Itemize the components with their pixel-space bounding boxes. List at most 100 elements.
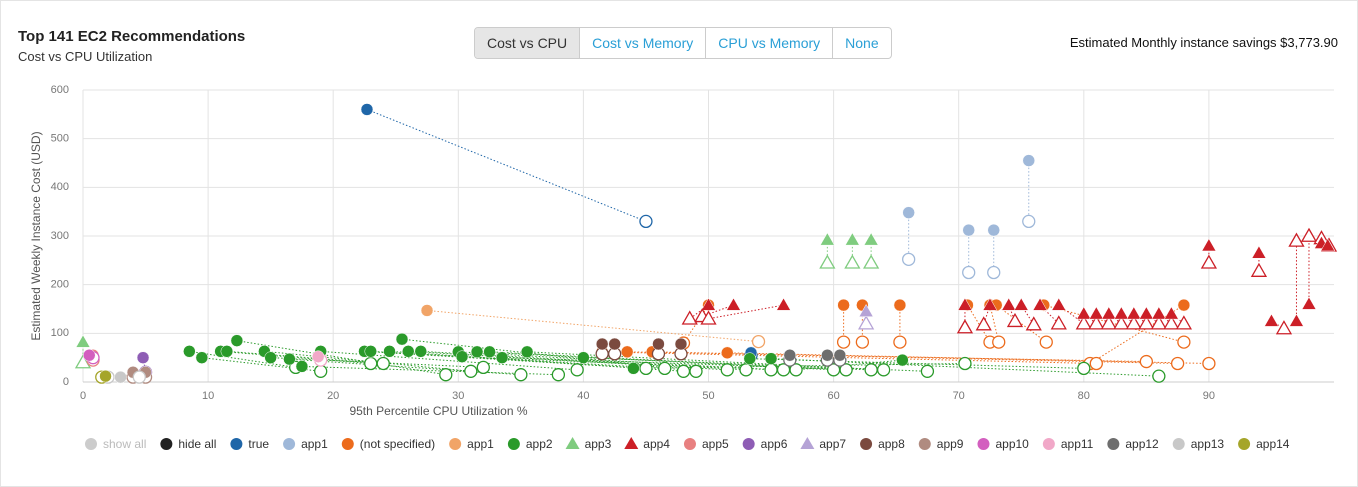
recommended-point: [987, 265, 1001, 280]
current-point: [1032, 297, 1048, 311]
tab[interactable]: CPU vs Memory: [705, 28, 832, 58]
y-tick-label: 400: [51, 181, 69, 193]
current-point: [283, 352, 296, 366]
current-point: [83, 348, 96, 362]
legend-item[interactable]: app1: [283, 437, 328, 451]
current-point: [726, 297, 741, 311]
current-point: [783, 348, 797, 362]
legend-item[interactable]: app9: [918, 437, 964, 451]
current-point: [360, 103, 374, 116]
recommended-point: [1006, 312, 1024, 328]
recommendation-link: [226, 350, 384, 365]
legend-item[interactable]: true: [230, 437, 269, 451]
legend-marker: [1238, 438, 1251, 450]
current-point: [1076, 306, 1092, 320]
recommended-point: [514, 368, 528, 382]
legend-marker: [800, 437, 815, 449]
current-point: [1001, 297, 1017, 311]
recommended-point: [962, 265, 976, 280]
legend-marker: [624, 437, 639, 449]
x-tick-label: 90: [1203, 390, 1215, 402]
legend-label: app4: [643, 437, 670, 451]
current-point: [311, 350, 325, 363]
legend-item[interactable]: (not specified): [341, 437, 435, 451]
current-point: [858, 303, 874, 317]
legend-item[interactable]: app12: [1107, 437, 1159, 451]
recommended-point: [1125, 315, 1142, 330]
recommended-point: [956, 319, 974, 334]
recommendation-link: [967, 304, 991, 343]
legend-marker: [683, 438, 696, 450]
recommended-point: [720, 363, 734, 377]
tab[interactable]: Cost vs Memory: [579, 28, 705, 58]
legend-label: app1: [301, 437, 328, 451]
legend-marker: [742, 438, 755, 450]
recommendation-link: [683, 304, 709, 344]
legend-item[interactable]: app3: [565, 437, 612, 451]
legend-marker: [283, 438, 296, 450]
recommended-point: [819, 254, 836, 269]
recommended-point: [1039, 335, 1053, 349]
legend-marker: [860, 438, 873, 450]
recommended-point: [1275, 320, 1293, 335]
current-point: [701, 297, 716, 311]
recommended-point: [1200, 254, 1218, 269]
current-point: [962, 223, 975, 237]
legend-item[interactable]: app1: [449, 437, 494, 451]
current-point: [75, 334, 91, 348]
current-point: [455, 350, 469, 363]
current-point: [896, 353, 909, 367]
y-tick-label: 600: [51, 84, 69, 96]
y-tick-label: 500: [51, 133, 69, 145]
current-point: [743, 352, 757, 365]
current-point: [414, 345, 428, 358]
recommended-point: [839, 363, 853, 377]
recommended-point: [1089, 356, 1103, 371]
legend-label: app13: [1191, 437, 1225, 451]
current-point: [1177, 298, 1191, 312]
legend-item[interactable]: app11: [1042, 437, 1094, 451]
legend-item[interactable]: app4: [624, 437, 670, 451]
recommended-point: [1250, 262, 1268, 277]
tab[interactable]: Cost vs CPU: [475, 28, 580, 58]
recommended-point: [74, 354, 92, 369]
legend-label: app7: [819, 437, 846, 451]
current-point: [819, 232, 835, 246]
recommended-point: [1075, 315, 1092, 330]
tab[interactable]: None: [832, 28, 890, 58]
recommended-point: [1025, 316, 1042, 331]
legend-marker: [85, 438, 97, 450]
legend-item[interactable]: app6: [742, 437, 788, 451]
recommended-point: [789, 363, 803, 377]
recommended-point: [958, 356, 972, 371]
recommended-point: [858, 315, 875, 330]
legend-label: (not specified): [360, 437, 435, 451]
legend-marker: [1042, 438, 1055, 450]
legend-label: app2: [526, 437, 553, 451]
legend-item[interactable]: app13: [1172, 437, 1225, 451]
legend-item[interactable]: hide all: [160, 437, 216, 451]
legend-marker: [1172, 438, 1185, 450]
legend-item[interactable]: show all: [85, 437, 146, 451]
legend-label: app5: [702, 437, 729, 451]
current-point: [495, 351, 509, 364]
legend-item[interactable]: app7: [800, 437, 846, 451]
recommendation-link: [220, 350, 371, 365]
recommended-point: [639, 361, 653, 376]
legend-item[interactable]: app10: [977, 437, 1029, 451]
current-point: [957, 297, 973, 311]
current-point: [1264, 313, 1279, 327]
recommended-point: [1288, 232, 1305, 247]
recommended-point: [1152, 369, 1166, 383]
legend-item[interactable]: app8: [860, 437, 905, 451]
current-point: [183, 345, 196, 358]
legend-item[interactable]: app14: [1238, 437, 1290, 451]
legend-item[interactable]: app5: [683, 437, 729, 451]
recommendation-link: [236, 340, 446, 376]
legend-item[interactable]: app2: [507, 437, 553, 451]
legend-marker: [230, 438, 243, 450]
recommended-point: [1170, 356, 1185, 371]
recommended-point: [476, 360, 490, 375]
current-point: [1201, 238, 1217, 252]
recommended-point: [836, 335, 851, 349]
